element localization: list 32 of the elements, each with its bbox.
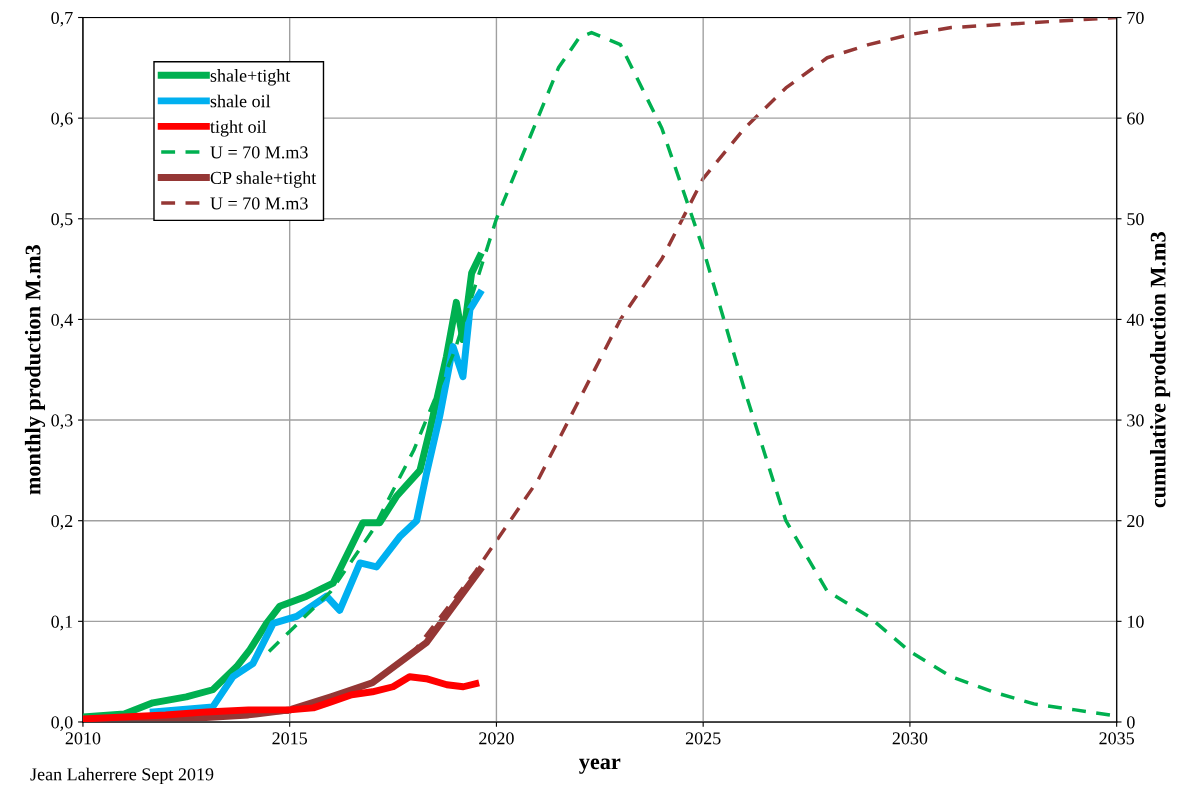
y2-tick-label: 20 [1127,514,1144,528]
y2-tick-label: 40 [1126,313,1144,326]
legend-label: U = 70 M.m3 [210,146,308,159]
y2-tick-label: 60 [1127,112,1144,125]
y-tick-label: 0,0 [51,716,73,732]
x-tick-label: 2010 [65,732,101,745]
legend-label: CP shale+tight [210,171,317,188]
y2-tick-label: 0 [1127,716,1135,729]
y2-axis-title: cumulative production M.m3 [1149,232,1171,508]
y-tick-label: 0,1 [51,615,73,631]
legend-label: tight oil [210,120,267,137]
legend-label: shale oil [210,94,271,108]
y-axis-title: monthly production M.m3 [24,245,46,495]
legend-label: U = 70 M.m3 [210,197,308,210]
legend-label: shale+tight [210,69,291,86]
x-tick-label: 2020 [479,732,514,745]
x-tick-label: 2030 [892,732,928,745]
text: Jean Laherrere Sept 2019 [30,767,214,785]
y-tick-label: 0,3 [51,414,73,430]
x-tick-label: 2015 [272,732,308,745]
x-tick-label: 2035 [1099,732,1135,745]
y2-tick-label: 50 [1127,213,1144,226]
y2-tick-label: 70 [1127,11,1144,24]
y-tick-label: 0,2 [51,514,73,530]
x-axis-title: year [579,758,621,774]
x-tick-label: 2025 [685,732,721,745]
y-tick-label: 0,6 [51,112,73,128]
y2-tick-label: 30 [1127,414,1144,427]
y-tick-label: 0,7 [51,11,73,27]
y2-tick-label: 10 [1127,615,1144,628]
y-tick-label: 0,4 [51,313,73,329]
y-tick-label: 0,5 [51,213,73,228]
